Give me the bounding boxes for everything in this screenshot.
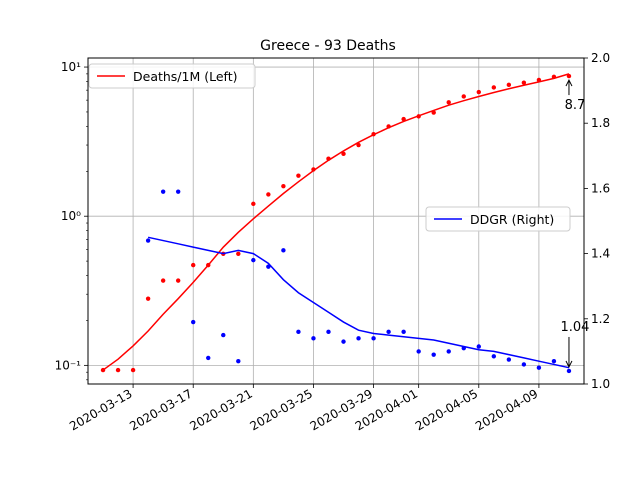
deaths-per-million-point (536, 77, 542, 83)
right-tick-label: 1.2 (591, 312, 610, 326)
ddgr-point (506, 357, 512, 362)
ddgr-point (521, 362, 527, 367)
ddgr-trend-line (147, 236, 570, 369)
left-tick-label: 10⁻¹ (55, 358, 82, 372)
deaths-per-million-point (431, 110, 436, 115)
ddgr-point (566, 368, 572, 374)
deaths-per-million-point (476, 89, 481, 95)
ddgr-point (551, 358, 557, 364)
deaths-per-million-point (311, 167, 316, 172)
ddgr-point (191, 319, 196, 325)
deaths-per-million-point (566, 73, 572, 79)
deaths-per-million-point (356, 142, 361, 148)
right-tick-label: 1.0 (591, 377, 610, 391)
right-tick-label: 1.8 (591, 116, 610, 130)
ddgr-point (236, 358, 241, 364)
deaths-per-million-trend-line (102, 73, 570, 371)
ddgr-point (446, 349, 451, 354)
deaths-per-million-point (461, 94, 466, 99)
ddgr-point (251, 257, 256, 263)
ddgr-point (221, 332, 226, 338)
left-tick-label: 10¹ (61, 60, 81, 74)
legend-box (425, 206, 571, 232)
deaths-per-million-point (206, 262, 211, 268)
deaths-per-million-point (236, 251, 241, 256)
deaths-per-million-point (341, 151, 346, 157)
deaths-per-million-point (130, 367, 136, 373)
deaths-per-million-point (446, 100, 451, 105)
ddgr-point (206, 355, 211, 361)
deaths-per-million-point (401, 116, 406, 122)
deaths-per-million-point (281, 183, 286, 189)
deaths-per-million-point (491, 85, 497, 90)
left-tick-label: 10⁰ (61, 209, 81, 223)
deaths-per-million-point (160, 278, 166, 283)
legend-box (88, 63, 256, 89)
ddgr-point (175, 189, 181, 194)
deaths-per-million-point (386, 124, 391, 129)
annotations: 8.7 1.04 (560, 78, 589, 369)
legend-label: Deaths/1M (Left) (133, 69, 238, 84)
series-layer (100, 73, 572, 374)
deaths-annotation-arrowhead (565, 78, 573, 87)
deaths-per-million-point (296, 173, 301, 178)
deaths-annotation-label: 8.7 (565, 98, 586, 113)
ddgr-point (341, 339, 346, 344)
deaths-per-million-point (175, 278, 181, 283)
ddgr-point (296, 329, 301, 335)
ddgr-point (416, 349, 421, 354)
chart-title: Greece - 93 Deaths (260, 38, 396, 54)
deaths-per-million-point (251, 201, 256, 207)
ddgr-point (160, 189, 166, 194)
ddgr-point (536, 365, 542, 370)
right-tick-label: 1.6 (591, 181, 610, 195)
deaths-per-million-point (326, 156, 331, 161)
right-tick-label: 2.0 (591, 51, 610, 65)
legends: Deaths/1M (Left) DDGR (Right) (88, 63, 571, 232)
ddgr-point (311, 336, 316, 341)
ddgr-point (431, 352, 436, 357)
ddgr-point (476, 344, 481, 349)
ddgr-point (386, 329, 391, 335)
deaths-per-million-point (416, 114, 421, 119)
deaths-per-million-point (266, 192, 271, 197)
deaths-per-million-point (506, 82, 512, 88)
ddgr-point (461, 345, 466, 351)
ddgr-point (281, 248, 286, 253)
ddgr-point (145, 238, 151, 243)
deaths-per-million-point (551, 74, 557, 80)
ddgr-point (326, 329, 331, 335)
ddgr-annotation-label: 1.04 (560, 320, 589, 335)
deaths-per-million-point (191, 262, 196, 268)
ddgr-point (356, 336, 361, 341)
ddgr-point (401, 329, 406, 335)
legend-label: DDGR (Right) (470, 212, 554, 227)
deaths-per-million-point (115, 367, 121, 373)
right-tick-label: 1.4 (591, 247, 610, 261)
ddgr-point (266, 264, 271, 269)
deaths-per-million-point (145, 296, 151, 301)
ddgr-annotation-arrowhead (565, 360, 573, 369)
deaths-per-million-point (100, 367, 106, 373)
ddgr-point (371, 336, 376, 341)
plot-frame (87, 57, 585, 385)
deaths-per-million-point (521, 80, 527, 85)
ddgr-point (491, 354, 497, 359)
deaths-per-million-point (371, 131, 376, 137)
